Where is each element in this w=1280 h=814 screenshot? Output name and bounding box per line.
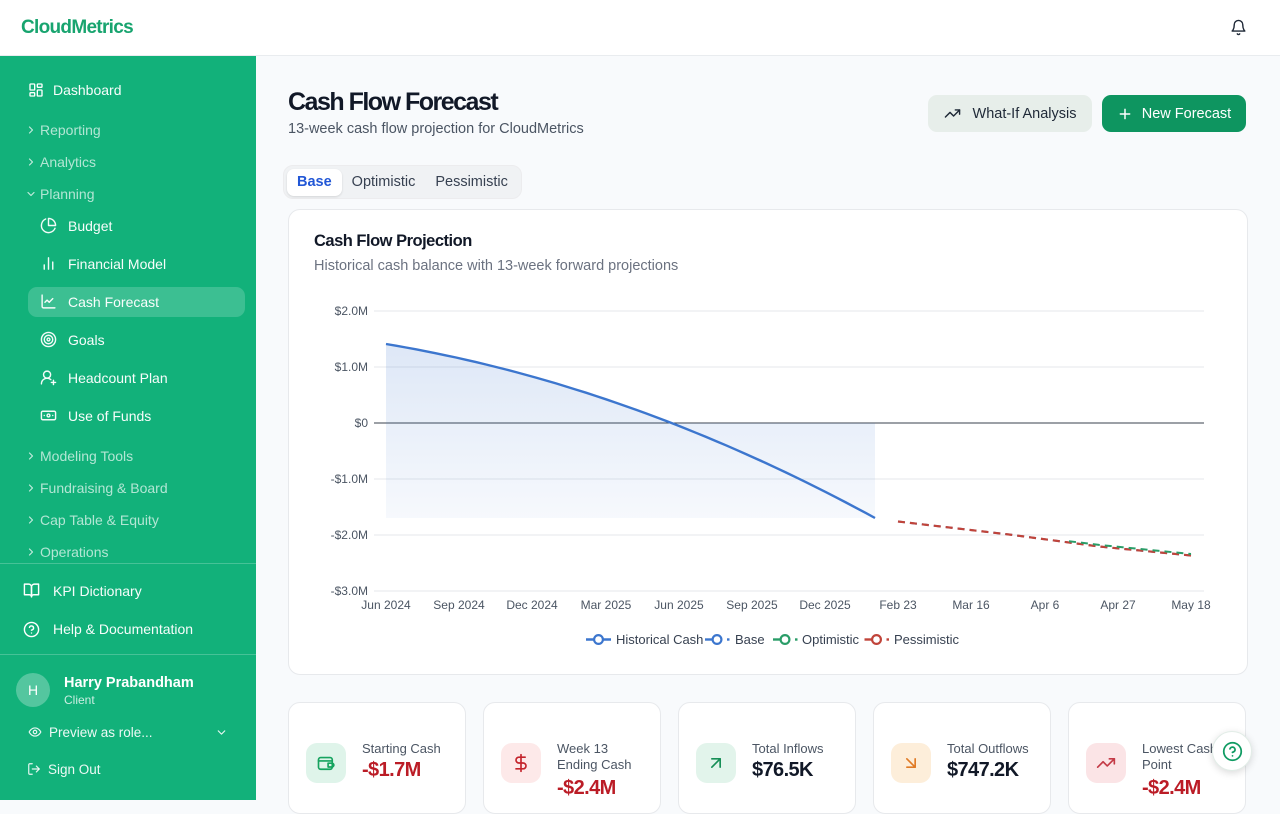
svg-text:$0: $0 bbox=[355, 416, 369, 430]
svg-text:Optimistic: Optimistic bbox=[802, 632, 860, 647]
svg-text:Mar 2025: Mar 2025 bbox=[581, 598, 632, 612]
svg-text:-$3.0M: -$3.0M bbox=[331, 584, 368, 598]
svg-text:Apr 6: Apr 6 bbox=[1031, 598, 1060, 612]
svg-text:Jun 2024: Jun 2024 bbox=[361, 598, 411, 612]
svg-text:-$2.0M: -$2.0M bbox=[331, 528, 368, 542]
svg-text:Apr 27: Apr 27 bbox=[1100, 598, 1136, 612]
svg-text:Dec 2024: Dec 2024 bbox=[506, 598, 558, 612]
svg-text:-$1.0M: -$1.0M bbox=[331, 472, 368, 486]
svg-text:Sep 2025: Sep 2025 bbox=[726, 598, 778, 612]
svg-text:Sep 2024: Sep 2024 bbox=[433, 598, 485, 612]
svg-text:Historical Cash: Historical Cash bbox=[616, 632, 703, 647]
svg-text:Pessimistic: Pessimistic bbox=[894, 632, 960, 647]
svg-text:Base: Base bbox=[735, 632, 765, 647]
svg-text:May 18: May 18 bbox=[1171, 598, 1211, 612]
svg-text:$1.0M: $1.0M bbox=[335, 360, 368, 374]
svg-text:Jun 2025: Jun 2025 bbox=[654, 598, 704, 612]
svg-text:Mar 16: Mar 16 bbox=[952, 598, 990, 612]
svg-text:$2.0M: $2.0M bbox=[335, 304, 368, 318]
svg-text:Dec 2025: Dec 2025 bbox=[799, 598, 851, 612]
svg-text:Feb 23: Feb 23 bbox=[879, 598, 917, 612]
